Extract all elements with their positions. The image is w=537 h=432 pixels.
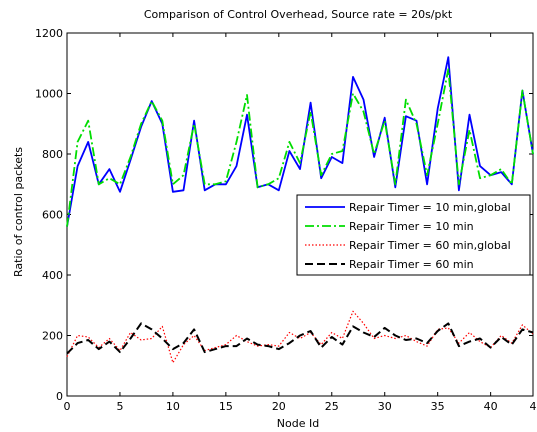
legend-label-1: Repair Timer = 10 min,global (349, 201, 511, 214)
x-tick-label: 40 (484, 400, 498, 413)
y-tick-label: 800 (42, 148, 63, 161)
y-tick-label: 1200 (35, 27, 63, 40)
x-tick-label: 30 (378, 400, 392, 413)
x-tick-label: 5 (116, 400, 123, 413)
series-line-3 (66, 310, 534, 364)
x-tick-label: 20 (272, 400, 286, 413)
x-tick-label-edge: 4 (530, 400, 537, 413)
series-line-4 (66, 322, 534, 355)
y-tick-label: 200 (42, 330, 63, 343)
x-axis-label: Node Id (277, 417, 319, 430)
y-tick-label: 1000 (35, 88, 63, 101)
x-tick-label: 10 (166, 400, 180, 413)
y-tick-label: 0 (56, 390, 63, 403)
legend-label-4: Repair Timer = 60 min (349, 258, 474, 271)
y-axis-label: Ratio of control packets (12, 147, 25, 277)
legend-label-2: Repair Timer = 10 min (349, 220, 474, 233)
series-layer (66, 56, 534, 364)
chart-title: Comparison of Control Overhead, Source r… (144, 8, 453, 21)
x-tick-label: 0 (64, 400, 71, 413)
legend-box (296, 194, 531, 276)
x-tick-label: 15 (219, 400, 233, 413)
x-tick-label: 35 (431, 400, 445, 413)
y-tick-label: 600 (42, 209, 63, 222)
series-line-2 (66, 68, 534, 227)
y-tick-label: 400 (42, 269, 63, 282)
legend: Repair Timer = 10 min,global Repair Timer… (296, 194, 531, 276)
x-tick-label: 25 (325, 400, 339, 413)
legend-label-3: Repair Timer = 60 min,global (349, 239, 511, 252)
